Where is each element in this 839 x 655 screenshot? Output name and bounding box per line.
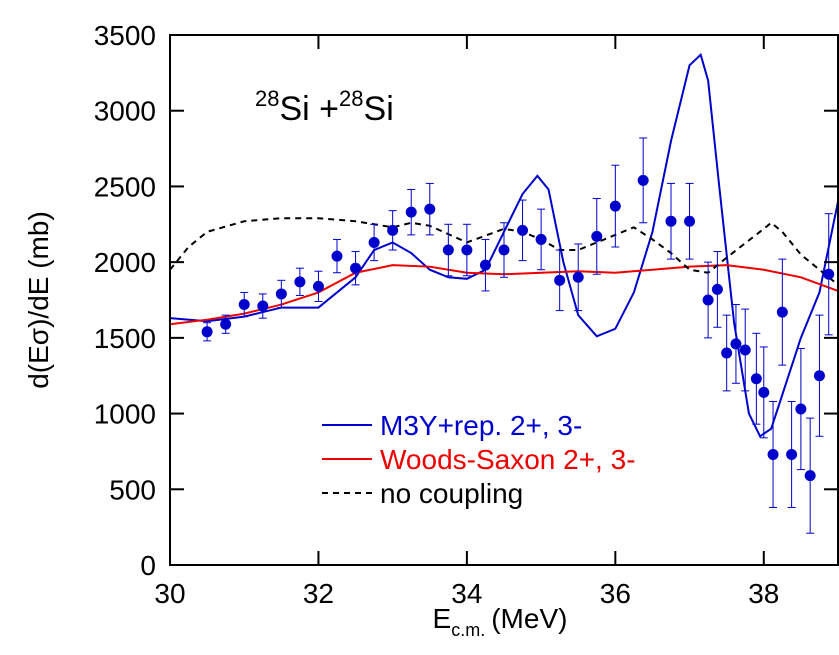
y-tick-label: 2500: [94, 171, 156, 202]
y-axis-label: d(Eσ)/dE (mb): [23, 211, 54, 389]
data-point: [535, 233, 547, 245]
annotation-part: 28: [339, 86, 363, 111]
data-point: [730, 338, 742, 350]
data-point: [786, 448, 798, 460]
y-tick-label: 0: [140, 550, 156, 581]
x-tick-label: 32: [303, 578, 334, 609]
data-point: [368, 236, 380, 248]
data-point: [387, 224, 399, 236]
x-label-part: (MeV): [491, 603, 567, 634]
x-tick-label: 38: [748, 578, 779, 609]
data-point: [804, 470, 816, 482]
plot-area: [170, 52, 838, 534]
data-point: [721, 347, 733, 359]
x-label-part: E: [433, 603, 452, 634]
data-point: [331, 250, 343, 262]
data-point: [350, 262, 362, 274]
y-tick-label: 1000: [94, 399, 156, 430]
annotation-part: Si: [364, 90, 394, 128]
curve: [170, 52, 838, 438]
annotation-part: Si +: [279, 90, 339, 128]
data-point: [750, 373, 762, 385]
plot-frame: [169, 34, 839, 566]
legend-label: M3Y+rep. 2+, 3-: [380, 410, 582, 441]
data-point: [767, 448, 779, 460]
curve: [170, 217, 838, 286]
data-point: [591, 230, 603, 242]
data-point: [684, 215, 696, 227]
data-point: [424, 203, 436, 215]
data-point: [572, 271, 584, 283]
x-tick-label: 36: [600, 578, 631, 609]
x-tick-label: 30: [154, 578, 185, 609]
data-point: [637, 174, 649, 186]
annotation: 28Si +28Si: [255, 86, 394, 128]
y-tick-label: 1500: [94, 323, 156, 354]
data-point: [405, 206, 417, 218]
data-point: [823, 268, 835, 280]
data-point: [711, 283, 723, 295]
data-point: [479, 259, 491, 271]
y-tick-label: 2000: [94, 247, 156, 278]
data-point: [813, 370, 825, 382]
legend-label: Woods-Saxon 2+, 3-: [380, 444, 636, 475]
data-point: [257, 300, 269, 312]
data-point: [294, 276, 306, 288]
data-point: [554, 274, 566, 286]
data-point: [461, 244, 473, 256]
x-tick-label: 34: [451, 578, 482, 609]
data-point: [517, 224, 529, 236]
data-point: [609, 200, 621, 212]
data-point: [275, 288, 287, 300]
data-point: [498, 244, 510, 256]
data-point: [702, 294, 714, 306]
annotation-part: 28: [255, 86, 279, 111]
x-axis-label: Ec.m. (MeV): [433, 603, 568, 640]
y-tick-label: 3000: [94, 96, 156, 127]
data-point: [442, 244, 454, 256]
data-point: [238, 299, 250, 311]
x-label-part: c.m.: [451, 620, 485, 640]
data-point: [739, 344, 751, 356]
data-point: [665, 215, 677, 227]
data-point: [795, 403, 807, 415]
data-point: [776, 306, 788, 318]
legend-label: no coupling: [380, 478, 523, 509]
data-point: [220, 318, 232, 330]
data-point: [201, 326, 213, 338]
y-tick-label: 3500: [94, 20, 156, 51]
y-tick-label: 500: [109, 474, 156, 505]
data-point: [758, 386, 770, 398]
data-point: [312, 280, 324, 292]
